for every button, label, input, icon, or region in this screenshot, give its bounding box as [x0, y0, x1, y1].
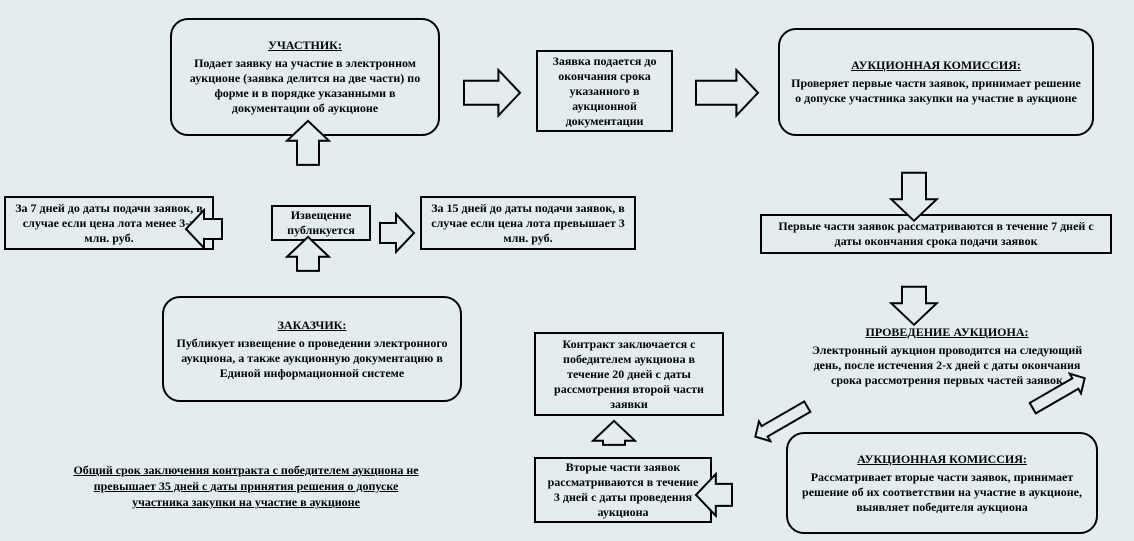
node-text-first_parts: Первые части заявок рассматриваются в те… [770, 219, 1102, 249]
summary-note-line: Общий срок заключения контракта с победи… [20, 462, 472, 478]
node-text-contract: Контракт заключается с победителем аукци… [544, 337, 714, 412]
arrow-notice-to-sevendays [184, 208, 224, 250]
node-commission1: АУКЦИОННАЯ КОМИССИЯ: Проверяет первые час… [778, 28, 1094, 136]
node-deadline: Заявка подается до окончания срока указа… [536, 50, 673, 132]
arrow-secondparts-to-contract [591, 419, 637, 447]
node-title-commission1: АУКЦИОННАЯ КОМИССИЯ: [851, 58, 1021, 73]
arrow-notice-to-fifteendays [378, 212, 416, 254]
node-text-notice: Извещение публикуется [281, 208, 361, 238]
summary-note: Общий срок заключения контракта с победи… [16, 462, 476, 511]
arrow-notice-to-participant [285, 119, 331, 167]
node-text-deadline: Заявка подается до окончания срока указа… [546, 54, 663, 129]
arrow-firstparts-to-auction [889, 285, 939, 327]
node-text-second_parts: Вторые части заявок рассматриваются в те… [544, 460, 702, 520]
node-text-auction: Электронный аукцион проводится на следую… [804, 343, 1090, 388]
arrow-commission1-to-firstparts [889, 171, 939, 223]
node-commission2: АУКЦИОННАЯ КОМИССИЯ: Рассматривает вторые… [786, 432, 1098, 534]
node-title-customer: ЗАКАЗЧИК: [278, 318, 347, 333]
arrow-deadline-to-commission1 [694, 68, 760, 118]
node-seven_days: За 7 дней до даты подачи заявок, в случа… [4, 196, 214, 250]
node-customer: ЗАКАЗЧИК: Публикует извещение о проведени… [162, 296, 462, 402]
node-text-customer: Публикует извещение о проведении электро… [172, 336, 452, 381]
summary-note-line: участника закупки на участие в аукционе [20, 494, 472, 510]
node-title-commission2: АУКЦИОННАЯ КОМИССИЯ: [857, 452, 1027, 467]
node-fifteen_days: За 15 дней до даты подачи заявок, в случ… [420, 196, 636, 250]
node-text-seven_days: За 7 дней до даты подачи заявок, в случа… [14, 201, 204, 246]
node-text-commission1: Проверяет первые части заявок, принимает… [788, 76, 1084, 106]
arrow-commission2-to-secondparts [694, 472, 734, 518]
node-text-participant: Подает заявку на участие в электронном а… [180, 56, 430, 116]
node-text-fifteen_days: За 15 дней до даты подачи заявок, в случ… [430, 201, 626, 246]
node-title-participant: УЧАСТНИК: [268, 38, 342, 53]
arrow-customer-to-notice [285, 235, 331, 273]
arrow-participant-to-deadline [462, 68, 522, 118]
node-second_parts: Вторые части заявок рассматриваются в те… [534, 457, 712, 523]
node-contract: Контракт заключается с победителем аукци… [534, 332, 724, 416]
summary-note-line: превышает 35 дней с даты принятия решени… [20, 478, 472, 494]
node-text-commission2: Рассматривает вторые части заявок, прини… [796, 470, 1088, 515]
